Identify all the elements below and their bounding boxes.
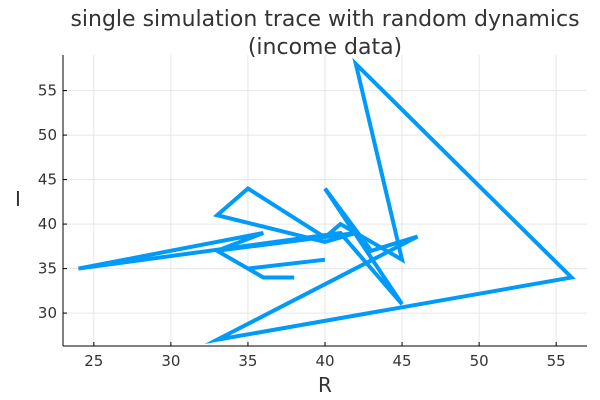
y-tick-label: 40 xyxy=(38,215,57,233)
y-tick-label: 55 xyxy=(38,82,57,100)
y-tick-label: 45 xyxy=(38,171,57,189)
x-ticks: 25 30 35 40 45 50 55 xyxy=(84,342,566,370)
y-axis-label: I xyxy=(15,187,21,211)
y-ticks: 30 35 40 45 50 55 xyxy=(38,82,67,322)
x-axis-label: R xyxy=(318,373,332,397)
series-group xyxy=(78,57,576,345)
x-tick-label: 25 xyxy=(84,352,103,370)
y-tick-label: 50 xyxy=(38,126,57,144)
x-tick-label: 30 xyxy=(161,352,180,370)
x-tick-label: 50 xyxy=(470,352,489,370)
y-tick-label: 30 xyxy=(38,304,57,322)
chart-title-line-2: (income data) xyxy=(248,35,402,60)
x-tick-label: 40 xyxy=(315,352,334,370)
chart-title-line-1: single simulation trace with random dyna… xyxy=(70,7,579,32)
grid-lines xyxy=(63,55,587,346)
y-tick-label: 35 xyxy=(38,260,57,278)
x-tick-label: 45 xyxy=(393,352,412,370)
x-tick-label: 55 xyxy=(547,352,566,370)
x-tick-label: 35 xyxy=(238,352,257,370)
